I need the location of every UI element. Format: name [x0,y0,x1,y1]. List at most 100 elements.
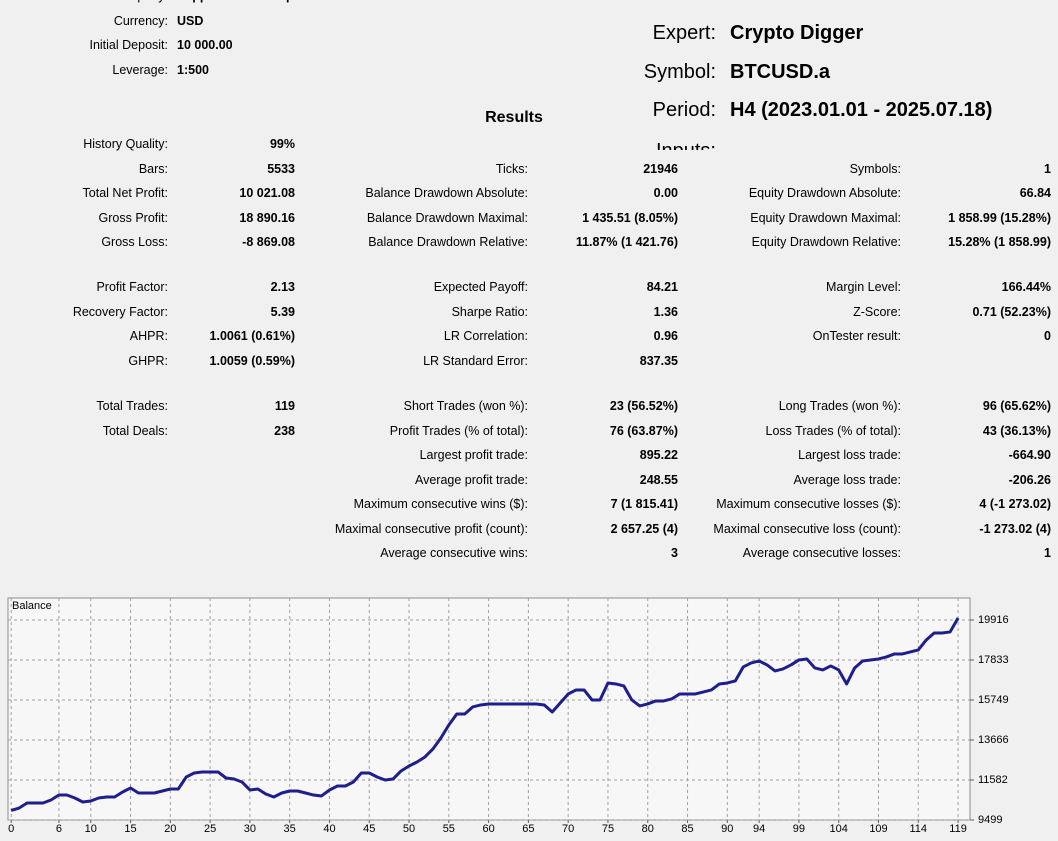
result-value: 0.96 [653,329,678,343]
x-tick-label: 109 [869,823,887,835]
result-value: 99% [269,137,295,151]
result-label: Ticks: [495,161,528,176]
result-value: 5533 [267,161,295,176]
result-value: 76 (63.87%) [609,423,678,438]
result-label: Gross Loss: [101,235,168,249]
result-label: Equity Drawdown Maximal: [750,210,901,225]
result-label: Balance Drawdown Relative: [368,235,528,249]
result-label: GHPR: [128,353,168,368]
result-value: 166.44% [1001,280,1051,294]
result-label: Average profit trade: [414,472,528,487]
x-tick-label: 0 [8,823,14,835]
account-label: Initial Deposit: [89,38,168,52]
expert-info: Expert: Crypto Digger Symbol: BTCUSD.a Perio… [600,0,1058,150]
result-label: LR Correlation: [443,329,528,343]
y-tick-label: 9499 [978,814,1002,826]
result-label: Expected Payoff: [433,280,528,294]
result-value: 238 [274,423,295,438]
result-label: Z-Score: [853,304,901,319]
account-value: USD [177,14,204,28]
result-label: LR Standard Error: [423,353,528,368]
result-value: 119 [274,399,295,413]
result-value: -206.26 [1008,472,1051,487]
x-tick-label: 60 [482,823,494,835]
result-label: Total Deals: [102,423,168,438]
result-value: 3 [671,546,678,560]
account-value: Pepperstone Group Limited [177,0,342,4]
result-label: Largest profit trade: [419,448,528,462]
x-tick-label: 6 [56,823,62,835]
y-tick-label: 19916 [978,614,1009,626]
result-label: Bars: [138,161,168,176]
x-tick-label: 45 [363,823,375,835]
result-value: -1 273.02 (4) [979,521,1051,536]
chart-title: Balance [12,600,52,612]
result-label: OnTester result: [812,329,901,343]
x-tick-label: 114 [910,823,928,835]
result-value: 1.0059 (0.59%) [209,353,295,368]
expert-value: Crypto Digger [730,22,864,44]
result-label: Total Net Profit: [82,186,168,200]
results-title: Results [485,109,543,126]
result-value: 895.22 [639,448,678,462]
result-label: Average consecutive wins: [380,546,528,560]
expert-label: Expert: [652,22,716,44]
result-value: -664.90 [1008,448,1051,462]
result-label: Total Trades: [96,399,168,413]
result-label: Equity Drawdown Absolute: [748,186,901,200]
result-value: 18 890.16 [239,210,295,225]
x-tick-label: 20 [164,823,176,835]
expert-label: Inputs: [656,138,716,150]
x-tick-label: 80 [642,823,654,835]
result-value: 2 657.25 (4) [610,521,678,536]
result-value: 7 (1 815.41) [610,497,678,511]
x-tick-label: 25 [204,823,216,835]
y-tick-label: 17833 [978,654,1009,666]
result-label: Symbols: [849,161,901,176]
result-value: 248.55 [639,472,678,487]
result-label: Gross Profit: [98,210,168,225]
x-tick-label: 119 [949,823,967,835]
result-label: History Quality: [83,137,168,151]
result-value: 1 435.51 (8.05%) [582,210,678,225]
expert-value: H4 (2023.01.01 - 2025.07.18) [730,99,993,121]
result-value: 4 (-1 273.02) [979,497,1051,511]
result-label: AHPR: [129,329,168,343]
x-tick-label: 99 [793,823,805,835]
result-value: 43 (36.13%) [982,423,1051,438]
x-tick-label: 70 [562,823,574,835]
account-label: Leverage: [112,63,168,77]
account-label: Company: [111,0,168,4]
expert-label: Symbol: [643,61,716,83]
result-value: -8 869.08 [242,235,295,249]
result-label: Long Trades (won %): [778,399,901,413]
result-label: Sharpe Ratio: [451,304,528,319]
result-value: 1 [1044,546,1051,560]
result-value: 1 [1044,161,1051,176]
x-tick-label: 35 [284,823,296,835]
result-value: 2.13 [270,280,295,294]
result-value: 15.28% (1 858.99) [948,235,1051,249]
result-label: Maximal consecutive loss (count): [713,521,901,536]
y-tick-label: 13666 [978,734,1009,746]
result-label: Margin Level: [825,280,901,294]
x-tick-label: 75 [602,823,614,835]
result-label: Recovery Factor: [72,304,168,319]
result-label: Maximum consecutive wins ($): [353,497,528,511]
x-tick-label: 94 [753,823,765,835]
account-label: Currency: [113,14,168,28]
result-value: 84.21 [646,280,678,294]
result-value: 96 (65.62%) [982,399,1051,413]
x-tick-label: 104 [830,823,848,835]
result-value: 5.39 [270,304,295,319]
result-label: Average consecutive losses: [742,546,901,560]
x-tick-label: 90 [721,823,733,835]
account-value: 10 000.00 [177,38,233,52]
x-tick-label: 10 [85,823,97,835]
result-label: Balance Drawdown Maximal: [366,210,528,225]
x-tick-label: 65 [522,823,534,835]
result-label: Largest loss trade: [798,448,901,462]
result-value: 23 (56.52%) [609,399,678,413]
result-value: 1.36 [653,304,678,319]
